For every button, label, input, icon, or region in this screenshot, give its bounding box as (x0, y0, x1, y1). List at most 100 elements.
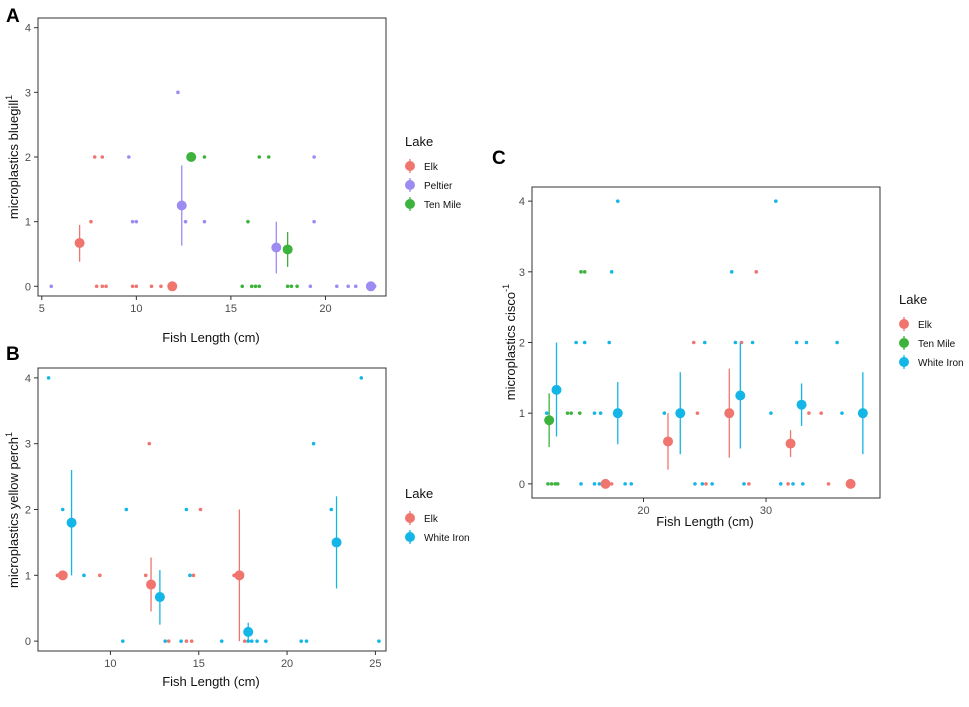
y-tick-label: 4 (25, 23, 31, 35)
y-tick-label: 3 (519, 267, 525, 279)
mean-point-elk (663, 436, 674, 447)
legend-key-elk (899, 319, 909, 329)
raw-point-peltier (183, 219, 188, 224)
panel-letter: B (6, 344, 20, 365)
raw-point-elk (143, 573, 148, 578)
raw-point-ten-mile (569, 411, 574, 415)
panel-b: B 0 1 2 3 4 10 15 20 25 Fish Length (cm) microplast… (4, 344, 470, 689)
mean-point-white-iron (612, 408, 623, 419)
legend-key-elk (405, 161, 415, 171)
panel-c: C 0 1 2 3 4 20 30 Fish Length (cm) microplastics … (492, 148, 964, 529)
panel-letter: A (6, 6, 20, 27)
mean-point-white-iron (154, 592, 165, 603)
raw-point-ten-mile (249, 284, 254, 289)
raw-point-white-iron (46, 376, 51, 380)
raw-point-white-iron (791, 482, 795, 486)
y-tick-label: 2 (519, 338, 525, 350)
y-axis-title-text: microplastics cisco (503, 292, 518, 400)
raw-point-white-iron (359, 376, 364, 380)
raw-point-elk (826, 482, 831, 486)
raw-point-ten-mile (253, 284, 258, 289)
raw-point-peltier (202, 219, 207, 224)
raw-point-ten-mile (295, 284, 299, 289)
raw-point-white-iron (124, 507, 129, 512)
y-tick-label: 0 (25, 636, 31, 648)
raw-point-white-iron (700, 482, 705, 486)
raw-point-ten-mile (266, 155, 271, 159)
raw-point-white-iron (623, 482, 627, 486)
y-tick-label: 3 (25, 439, 31, 451)
x-tick-label: 20 (281, 658, 293, 670)
legend-label-ten-mile: Ten Mile (918, 339, 956, 350)
mean-point-elk (167, 281, 178, 292)
raw-point-white-iron (120, 639, 125, 643)
raw-point-white-iron (163, 639, 167, 643)
raw-point-elk (819, 411, 823, 415)
raw-point-ten-mile (285, 284, 290, 289)
mean-point-white-iron (331, 537, 342, 548)
mean-point-white-iron (551, 384, 562, 395)
raw-point-white-iron (629, 482, 634, 486)
mean-point-white-iron (857, 408, 868, 419)
raw-point-white-iron (615, 199, 620, 203)
raw-point-white-iron (179, 639, 183, 643)
legend-title: Lake (405, 486, 433, 501)
raw-point-white-iron (662, 411, 667, 415)
raw-point-peltier (176, 90, 180, 95)
legend-key-peltier (405, 180, 415, 190)
raw-point-ten-mile (582, 270, 587, 274)
raw-point-white-iron (544, 411, 549, 415)
raw-point-elk (754, 270, 759, 274)
raw-point-white-iron (733, 340, 738, 345)
raw-point-ten-mile (555, 482, 560, 486)
raw-point-white-iron (804, 340, 809, 345)
raw-point-ten-mile (240, 284, 245, 289)
x-axis-title: Fish Length (cm) (656, 514, 754, 529)
raw-point-elk (184, 639, 189, 643)
x-tick-label: 15 (193, 658, 205, 670)
x-axis-title: Fish Length (cm) (162, 330, 260, 345)
raw-point-white-iron (264, 639, 268, 643)
raw-point-elk (134, 284, 139, 289)
legend-label-ten-mile: Ten Mile (424, 200, 462, 211)
y-tick-label: 1 (25, 570, 31, 582)
mean-point-peltier (271, 242, 282, 253)
y-axis-title-superscript: 1 (4, 432, 14, 437)
raw-point-white-iron (311, 441, 316, 446)
raw-point-elk (98, 573, 102, 578)
mean-point-peltier (176, 200, 187, 211)
raw-point-elk (147, 441, 152, 446)
raw-point-elk (198, 507, 203, 512)
raw-point-white-iron (710, 482, 714, 486)
raw-point-white-iron (598, 411, 603, 415)
y-tick-label: 3 (25, 87, 31, 99)
legend-key-ten-mile (899, 338, 909, 348)
raw-point-white-iron (377, 639, 381, 643)
legend-label-peltier: Peltier (424, 181, 453, 192)
raw-point-white-iron (304, 639, 309, 643)
mean-point-elk (146, 579, 157, 590)
raw-point-white-iron (219, 639, 224, 643)
plot-frame (37, 367, 387, 652)
raw-point-elk (159, 284, 163, 289)
raw-point-elk (242, 639, 247, 643)
raw-point-ten-mile (257, 155, 262, 159)
x-tick-label: 25 (369, 658, 381, 670)
raw-point-white-iron (702, 340, 707, 345)
raw-point-peltier (353, 284, 358, 289)
legend-label-elk: Elk (424, 162, 439, 173)
mean-point-peltier (365, 281, 376, 292)
raw-point-elk (104, 284, 108, 289)
raw-point-ten-mile (202, 155, 207, 159)
raw-point-white-iron (329, 507, 334, 512)
y-axis-title-superscript: -1 (501, 284, 511, 292)
legend-key-ten-mile (405, 199, 415, 209)
mean-point-elk (234, 570, 245, 581)
raw-point-elk (704, 482, 708, 486)
x-tick-label: 15 (225, 303, 237, 315)
raw-point-ten-mile (257, 284, 262, 289)
legend-label-elk: Elk (918, 320, 933, 331)
y-tick-label: 4 (519, 196, 525, 208)
raw-point-peltier (134, 219, 139, 224)
